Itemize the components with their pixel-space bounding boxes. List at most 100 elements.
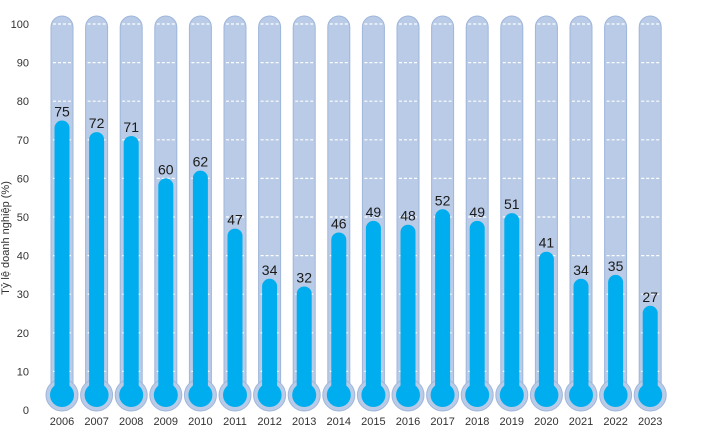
value-label: 34 [262, 262, 278, 278]
thermometer-2020: 41 [529, 15, 563, 412]
y-tick-label: 100 [11, 19, 29, 31]
thermometer-2022: 35 [599, 15, 633, 412]
value-label: 41 [539, 235, 555, 251]
x-tick-label: 2011 [223, 416, 247, 428]
x-tick-label: 2007 [84, 416, 108, 428]
value-label: 27 [642, 289, 658, 305]
bar [400, 224, 416, 395]
bar-bulb [292, 383, 317, 407]
thermometer-2007: 72 [80, 15, 114, 412]
x-tick-label: 2023 [638, 416, 662, 428]
value-label: 49 [469, 204, 485, 220]
thermometer-2017: 52 [426, 15, 460, 412]
x-tick-label: 2022 [603, 416, 627, 428]
bar-bulb [465, 383, 490, 407]
y-tick-label: 90 [17, 58, 29, 70]
bar-bulb [638, 383, 663, 407]
bar-bulb [430, 383, 455, 407]
bar-bulb [534, 383, 559, 407]
x-tick-label: 2017 [430, 416, 454, 428]
y-tick-label: 60 [17, 173, 29, 185]
thermometer-2011: 47 [218, 15, 252, 412]
thermometer-2010: 62 [183, 15, 217, 412]
bar [469, 220, 485, 395]
x-tick-label: 2010 [188, 416, 212, 428]
thermometer-2014: 46 [322, 15, 356, 412]
y-axis-ticks: 0 10 20 30 40 50 60 70 80 90 100 [11, 19, 29, 417]
bar [123, 135, 139, 395]
bar-bulb [396, 383, 420, 407]
x-tick-label: 2016 [396, 416, 420, 428]
value-label: 51 [504, 196, 520, 212]
bar-bulb [188, 383, 213, 407]
bar-bulb [257, 383, 282, 407]
bar-bulb [361, 383, 386, 407]
thermometer-tubes: 75 72 71 60 62 47 34 32 46 49 48 52 49 51 41 34 35 27 [45, 15, 667, 412]
bar [262, 278, 278, 395]
thermometer-2008: 71 [114, 15, 148, 412]
bar-bulb [84, 383, 109, 407]
value-label: 71 [123, 119, 139, 135]
x-tick-label: 2006 [50, 416, 74, 428]
value-label: 47 [227, 212, 243, 228]
x-tick-label: 2021 [569, 416, 593, 428]
value-label: 34 [573, 262, 589, 278]
value-label: 35 [608, 258, 624, 274]
thermometer-2015: 49 [356, 15, 390, 412]
bar-bulb [153, 383, 178, 407]
y-tick-label: 20 [17, 328, 29, 340]
y-tick-label: 80 [17, 96, 29, 108]
bar [573, 278, 589, 395]
y-tick-label: 50 [17, 212, 29, 224]
bar [608, 274, 624, 395]
value-label: 75 [54, 104, 70, 120]
bar [192, 170, 208, 395]
bar-bulb [603, 383, 628, 407]
thermometer-2021: 34 [564, 15, 598, 412]
x-tick-label: 2018 [465, 416, 489, 428]
bar-bulb [223, 383, 247, 407]
value-label: 48 [400, 208, 416, 224]
bar [54, 120, 70, 395]
y-tick-label: 0 [23, 405, 29, 417]
bar [89, 132, 105, 395]
y-tick-label: 40 [17, 251, 29, 263]
value-label: 46 [331, 215, 347, 231]
thermometer-2023: 27 [633, 15, 667, 412]
bar [227, 228, 243, 395]
thermometer-2009: 60 [149, 15, 183, 412]
thermometer-2013: 32 [287, 15, 321, 412]
bar [331, 232, 347, 395]
x-tick-label: 2015 [361, 416, 385, 428]
value-label: 52 [435, 192, 451, 208]
x-tick-label: 2012 [257, 416, 281, 428]
value-label: 62 [193, 154, 209, 170]
x-tick-label: 2008 [119, 416, 143, 428]
x-tick-label: 2014 [327, 416, 351, 428]
bar [158, 178, 174, 395]
bar-bulb [50, 383, 74, 407]
x-tick-label: 2013 [292, 416, 316, 428]
x-tick-label: 2019 [500, 416, 524, 428]
value-label: 60 [158, 161, 174, 177]
value-label: 72 [89, 115, 105, 131]
bar-bulb [326, 383, 351, 407]
bar [296, 286, 312, 395]
bar-bulb [499, 383, 524, 407]
thermometer-2016: 48 [391, 15, 425, 412]
y-tick-label: 70 [17, 135, 29, 147]
bar [435, 209, 451, 395]
bar [365, 220, 381, 395]
x-tick-label: 2009 [154, 416, 178, 428]
thermometer-2006: 75 [45, 15, 79, 412]
thermometer-2019: 51 [495, 15, 529, 412]
x-axis-ticks: 2006 2007 2008 2009 2010 2011 2012 2013 2014 2015… [50, 416, 663, 428]
bar-bulb [119, 383, 144, 407]
value-label: 49 [366, 204, 382, 220]
x-tick-label: 2020 [534, 416, 558, 428]
bar [504, 213, 520, 395]
bar [642, 305, 658, 395]
thermometer-2012: 34 [253, 15, 287, 412]
y-axis-title: Tỷ lệ doanh nghiệp (%) [0, 181, 12, 295]
